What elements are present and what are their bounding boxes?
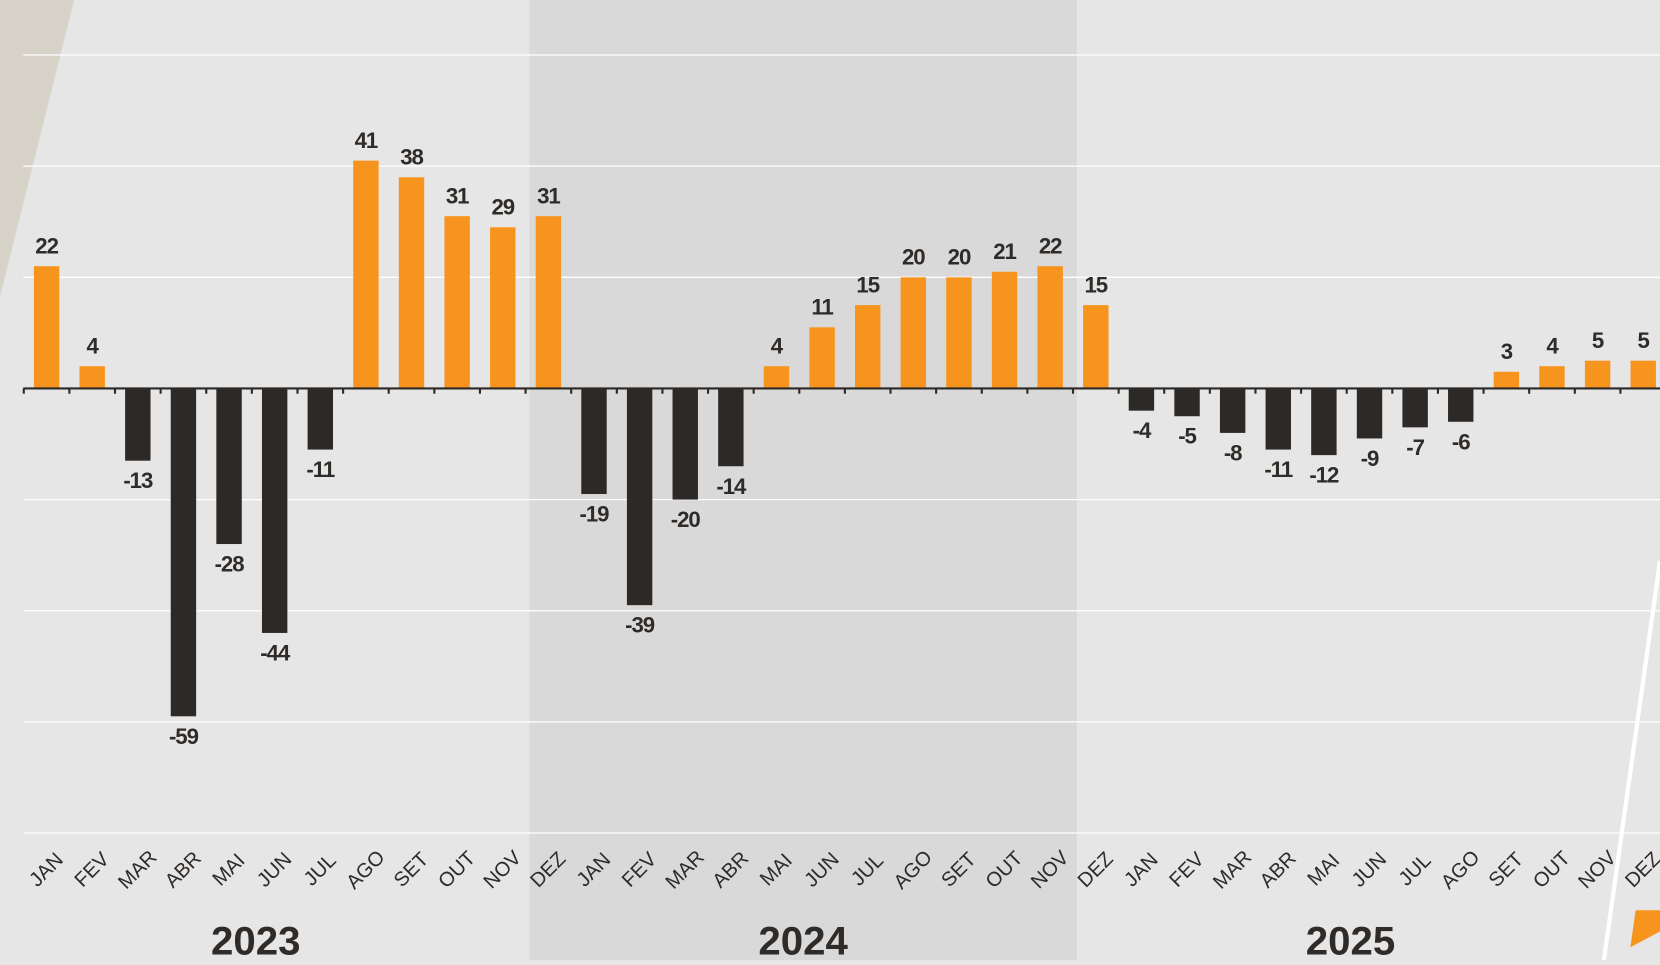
bar <box>170 388 197 717</box>
group-label: 2024 <box>758 919 848 960</box>
value-label: -4 <box>1133 418 1152 443</box>
bar <box>1448 388 1474 422</box>
plot: 2023 2024 202522JAN4FEV-13MAR-59ABR-28MAI-… <box>22 0 1660 964</box>
decor-orange <box>1630 910 1660 948</box>
value-label: 5 <box>1638 328 1650 353</box>
value-label: -39 <box>625 613 655 638</box>
value-label: -44 <box>260 640 291 665</box>
corner-decoration <box>0 0 75 297</box>
value-label: -8 <box>1224 440 1242 465</box>
bar <box>1539 366 1565 389</box>
value-label: -28 <box>215 552 245 577</box>
group-band <box>529 0 1077 960</box>
bar <box>991 271 1018 389</box>
value-label: 31 <box>537 183 560 208</box>
value-label: -59 <box>169 724 199 749</box>
value-label: 4 <box>1546 334 1559 359</box>
bar <box>1128 388 1155 411</box>
bar <box>900 277 927 389</box>
bar <box>718 388 744 467</box>
bar <box>1630 360 1656 389</box>
bar <box>125 388 151 461</box>
value-label: 11 <box>811 295 833 320</box>
value-label: 20 <box>948 245 971 270</box>
bar <box>307 388 333 450</box>
bar <box>626 388 653 606</box>
value-label: -6 <box>1452 429 1470 454</box>
bar <box>535 216 562 389</box>
value-label: -11 <box>1264 457 1292 482</box>
value-label: 22 <box>1039 233 1062 258</box>
value-label: 15 <box>1084 272 1107 297</box>
value-label: -19 <box>580 502 610 527</box>
bar <box>33 266 60 389</box>
bar <box>490 227 516 389</box>
bar <box>1402 388 1428 428</box>
value-label: -11 <box>306 457 334 482</box>
value-label: -13 <box>123 468 153 493</box>
bar <box>581 388 607 495</box>
value-label: 3 <box>1501 339 1513 364</box>
bar <box>946 277 972 389</box>
value-label: 31 <box>446 183 469 208</box>
value-label: 4 <box>87 334 100 359</box>
value-label: 15 <box>856 272 879 297</box>
bar <box>1265 388 1291 450</box>
bar <box>1356 388 1383 439</box>
value-label: 22 <box>35 233 58 258</box>
value-label: 4 <box>771 334 784 359</box>
bar <box>855 305 881 389</box>
bar <box>809 327 835 389</box>
bar <box>672 388 698 500</box>
value-label: -9 <box>1361 446 1379 471</box>
bar <box>1311 388 1337 456</box>
bar <box>353 160 379 389</box>
value-label: 20 <box>902 245 925 270</box>
bar <box>1083 305 1109 389</box>
bar <box>1219 388 1246 433</box>
value-label: -7 <box>1406 435 1424 460</box>
bar <box>261 388 288 633</box>
value-label: 41 <box>355 128 378 153</box>
bar <box>763 366 790 389</box>
value-label: 21 <box>993 239 1016 264</box>
bar <box>216 388 242 545</box>
bar <box>1493 371 1520 389</box>
value-label: -5 <box>1178 424 1196 449</box>
value-label: -14 <box>716 474 747 499</box>
decor-line <box>1601 560 1660 961</box>
bar <box>444 216 470 389</box>
bar <box>1174 388 1200 417</box>
bar <box>1584 360 1611 389</box>
group-label: 2023 <box>211 919 300 960</box>
bar <box>398 177 425 389</box>
value-label: -12 <box>1309 463 1339 488</box>
value-label: 5 <box>1592 328 1604 353</box>
bar <box>1037 266 1063 389</box>
value-label: 29 <box>491 195 514 220</box>
value-label: 38 <box>400 145 423 170</box>
group-label: 2025 <box>1306 919 1395 960</box>
value-label: -20 <box>671 507 701 532</box>
bar <box>79 366 105 389</box>
